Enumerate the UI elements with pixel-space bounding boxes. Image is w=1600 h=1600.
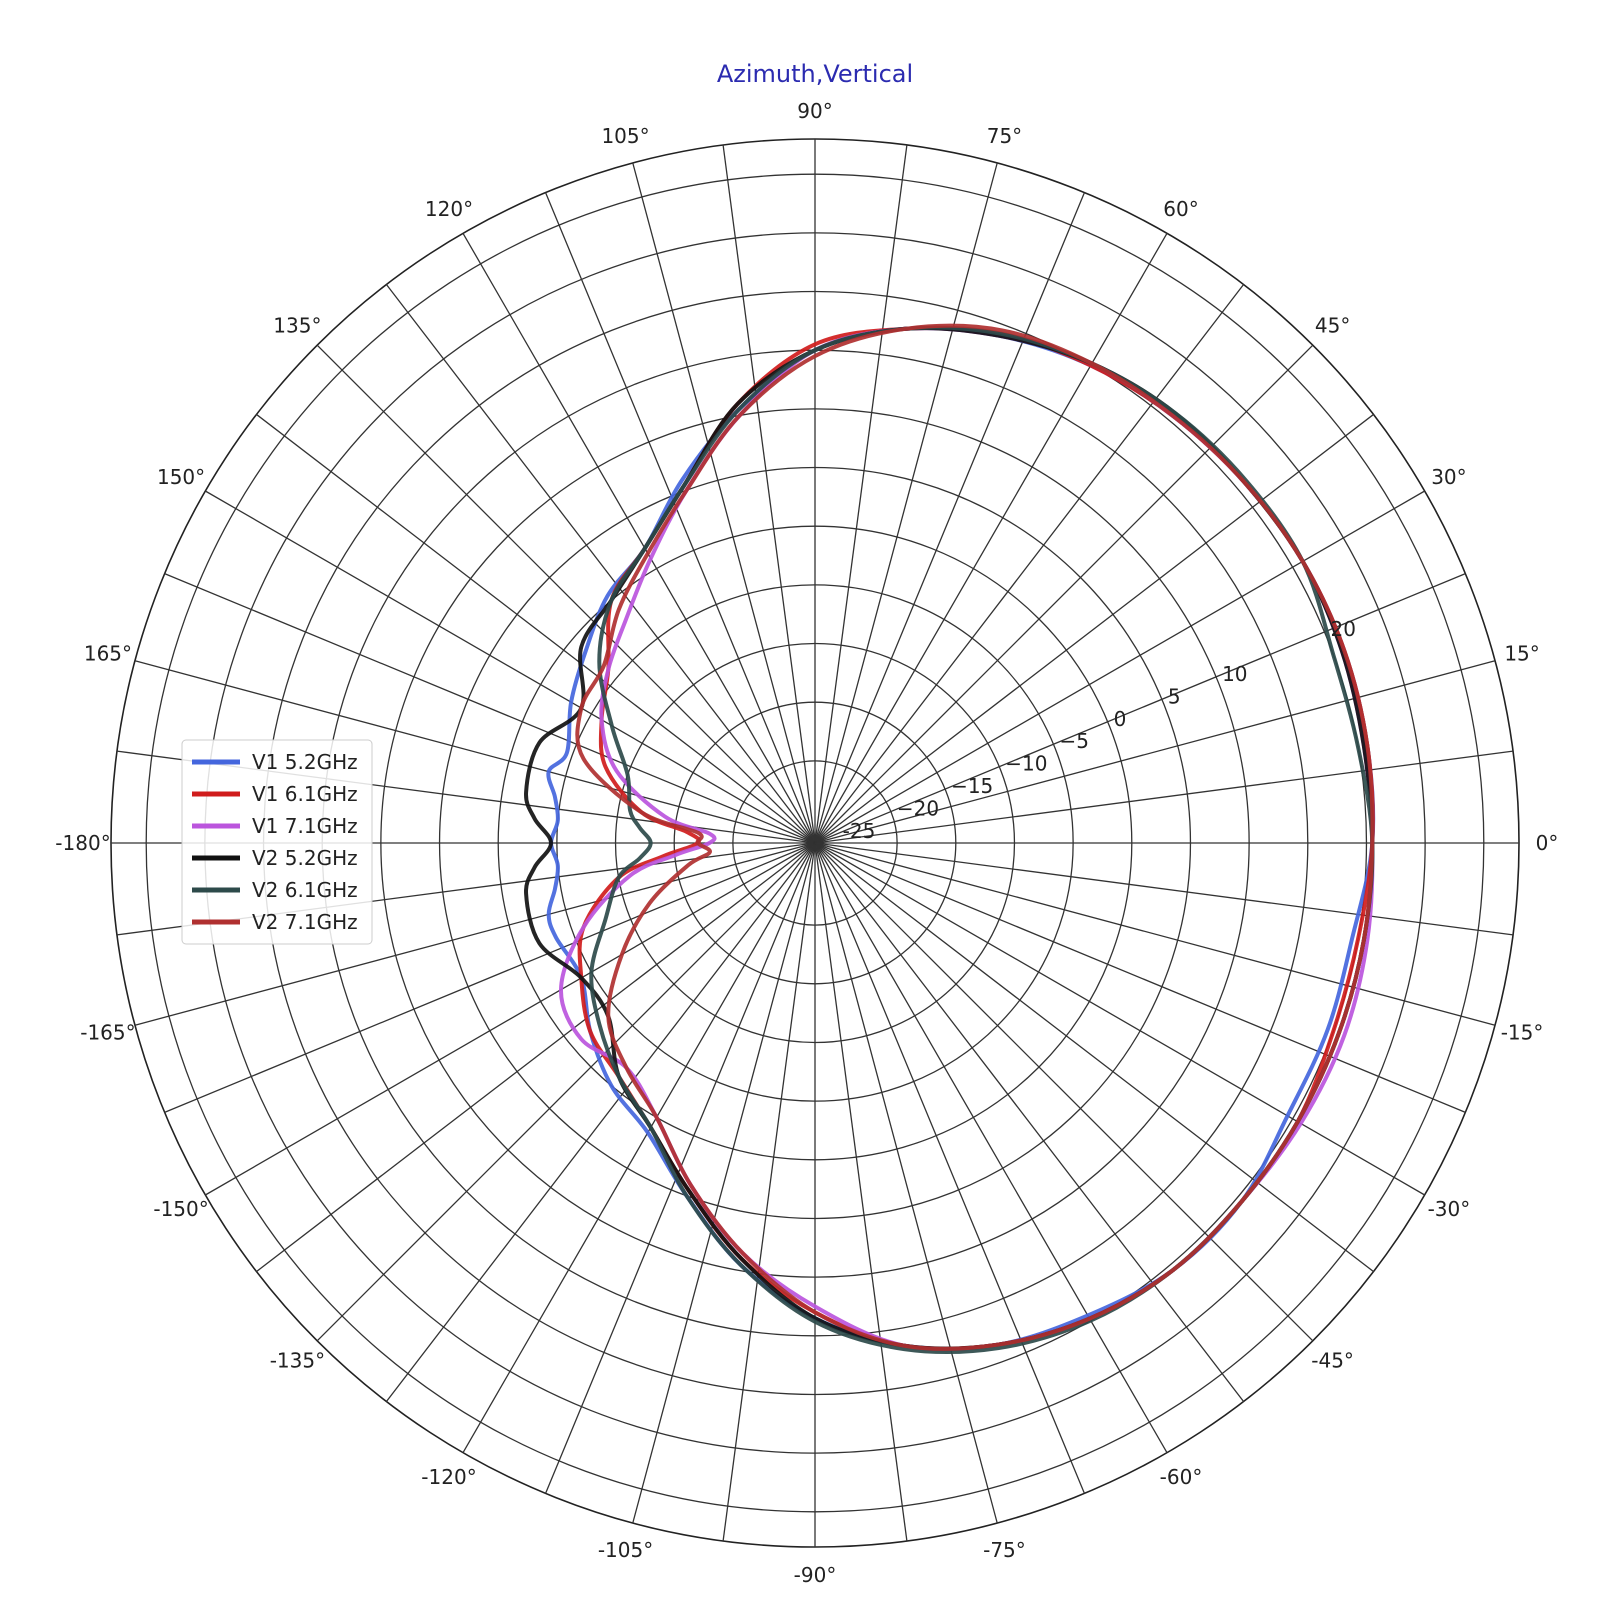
radial-tick-label: −20 xyxy=(897,797,939,821)
angle-tick-label: -150° xyxy=(153,1197,208,1221)
angular-gridline xyxy=(632,842,816,1524)
legend-label: V1 6.1GHz xyxy=(252,782,358,806)
angular-gridline xyxy=(316,842,816,1342)
angle-tick-label: 15° xyxy=(1504,642,1539,666)
radial-tick-label: −15 xyxy=(951,774,993,798)
angular-gridline xyxy=(814,144,908,844)
angle-tick-label: -120° xyxy=(421,1465,476,1489)
angular-gridline xyxy=(814,572,1466,844)
angular-gridline xyxy=(814,490,1426,844)
series-layer xyxy=(524,323,1376,1354)
angular-gridline xyxy=(316,344,816,844)
angular-gridline xyxy=(256,842,816,1273)
series-line-6 xyxy=(575,323,1375,1351)
angular-gridline xyxy=(814,413,1374,844)
angular-gridline xyxy=(134,842,816,1026)
angle-tick-label: -30° xyxy=(1428,1197,1471,1221)
angle-tick-label: -105° xyxy=(598,1538,653,1562)
angle-tick-label: 30° xyxy=(1431,465,1466,489)
angle-tick-label: -90° xyxy=(794,1563,837,1587)
series-line-5 xyxy=(589,325,1375,1354)
angle-tick-label: 90° xyxy=(797,99,832,123)
angular-gridline xyxy=(385,842,816,1402)
legend-label: V1 7.1GHz xyxy=(252,814,358,838)
radial-tick-label: −5 xyxy=(1059,729,1088,753)
angular-gridline xyxy=(814,660,1496,844)
angle-tick-label: 135° xyxy=(273,313,321,337)
angular-gridline xyxy=(814,842,1514,936)
angle-tick-label: -60° xyxy=(1160,1465,1203,1489)
angle-tick-label: 0° xyxy=(1536,831,1559,855)
angular-gridline xyxy=(814,842,1374,1273)
radial-tick-label: 10 xyxy=(1222,662,1247,686)
angular-gridline xyxy=(462,842,816,1454)
radial-tick-label: 20 xyxy=(1330,617,1355,641)
angle-tick-label: 60° xyxy=(1163,197,1198,221)
angle-tick-label: -45° xyxy=(1311,1349,1354,1373)
angular-gridline xyxy=(164,572,816,844)
angle-tick-label: 75° xyxy=(987,124,1022,148)
angle-tick-label: 45° xyxy=(1315,313,1350,337)
angular-gridline xyxy=(722,842,816,1542)
angular-gridline xyxy=(256,413,816,844)
angular-gridline xyxy=(544,192,816,844)
legend: V1 5.2GHz V1 6.1GHz V1 7.1GHz V2 5.2GHz V2 6… xyxy=(181,739,373,945)
angle-tick-label: -180° xyxy=(55,831,110,855)
angular-gridline xyxy=(814,232,1168,844)
radial-tick-label: 5 xyxy=(1168,684,1181,708)
angular-gridline xyxy=(814,842,1314,1342)
angular-gridline xyxy=(814,842,1496,1026)
angular-gridline xyxy=(814,842,1426,1196)
angle-tick-label: 120° xyxy=(425,197,473,221)
angular-gridline xyxy=(462,232,816,844)
angular-gridline xyxy=(814,842,1086,1494)
angular-gridline xyxy=(814,284,1245,844)
angle-tick-label: 150° xyxy=(157,465,205,489)
angular-gridline xyxy=(814,192,1086,844)
angular-gridline xyxy=(814,842,998,1524)
angle-tick-label: -135° xyxy=(270,1349,325,1373)
chart-title: Azimuth,Vertical xyxy=(717,60,913,88)
angular-gridline xyxy=(814,842,1245,1402)
angular-gridline xyxy=(814,750,1514,844)
angle-tick-label: -15° xyxy=(1501,1020,1544,1044)
angular-gridline xyxy=(722,144,816,844)
legend-label: V2 7.1GHz xyxy=(252,910,358,934)
angle-tick-label: -75° xyxy=(983,1538,1026,1562)
angular-gridline xyxy=(632,162,816,844)
angle-tick-label: 165° xyxy=(84,642,132,666)
legend-label: V1 5.2GHz xyxy=(252,750,358,774)
angle-tick-label: 105° xyxy=(601,124,649,148)
angular-gridline xyxy=(385,284,816,844)
tick-layer: 0° 15° 30° 45° 60° 75° 90° 105° 120° 135° 150° 165°… xyxy=(55,99,1558,1587)
angular-gridline xyxy=(164,842,816,1114)
legend-label: V2 5.2GHz xyxy=(252,846,358,870)
angular-gridline xyxy=(814,842,1168,1454)
legend-box xyxy=(181,739,373,945)
angular-gridline xyxy=(134,660,816,844)
angular-gridline xyxy=(814,344,1314,844)
angular-gridline xyxy=(814,842,1466,1114)
legend-label: V2 6.1GHz xyxy=(252,878,358,902)
angular-gridline xyxy=(814,842,908,1542)
angular-gridline xyxy=(204,490,816,844)
radial-tick-label: 0 xyxy=(1114,707,1127,731)
radial-tick-label: −10 xyxy=(1005,752,1047,776)
angle-tick-label: -165° xyxy=(80,1020,135,1044)
angular-gridline xyxy=(204,842,816,1196)
angular-gridline xyxy=(814,162,998,844)
radial-tick-label: -25 xyxy=(843,819,876,843)
